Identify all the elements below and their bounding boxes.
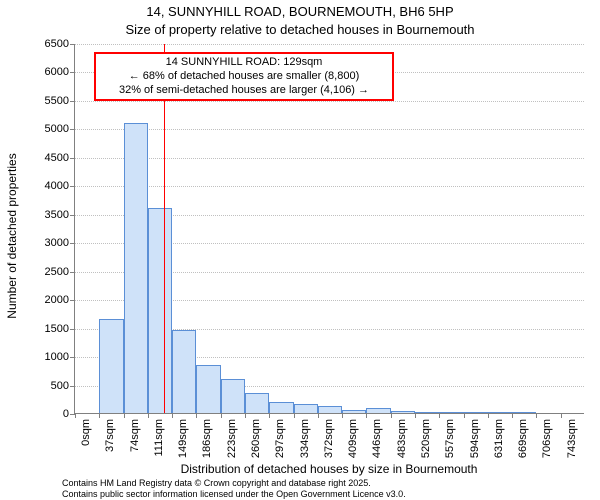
chart-title-line2: Size of property relative to detached ho… (0, 22, 600, 37)
xtick-mark (415, 413, 416, 418)
histogram-bar (294, 404, 318, 413)
ytick-label: 0 (63, 408, 75, 420)
xtick-mark (124, 413, 125, 418)
ytick-label: 500 (51, 380, 75, 392)
xtick-label: 334sqm (297, 419, 311, 458)
ytick-label: 2000 (45, 294, 75, 306)
xtick-label: 186sqm (199, 419, 213, 458)
xtick-mark (172, 413, 173, 418)
histogram-bar (318, 406, 342, 413)
xtick-label: 520sqm (418, 419, 432, 458)
xtick-label: 223sqm (224, 419, 238, 458)
annotation-line1: 14 SUNNYHILL ROAD: 129sqm (102, 56, 386, 70)
chart-title-line1: 14, SUNNYHILL ROAD, BOURNEMOUTH, BH6 5HP (0, 4, 600, 19)
ytick-label: 6000 (45, 66, 75, 78)
gridline-h (75, 158, 584, 159)
xtick-label: 111sqm (151, 419, 165, 457)
xtick-label: 372sqm (321, 419, 335, 458)
ytick-label: 3000 (45, 237, 75, 249)
xtick-label: 594sqm (467, 419, 481, 458)
ytick-label: 1500 (45, 323, 75, 335)
xtick-mark (99, 413, 100, 418)
gridline-h (75, 186, 584, 187)
ytick-label: 4500 (45, 152, 75, 164)
histogram-bar (512, 412, 536, 413)
xtick-mark (464, 413, 465, 418)
xtick-label: 483sqm (394, 419, 408, 458)
xtick-mark (512, 413, 513, 418)
histogram-bar (172, 330, 196, 413)
xtick-mark (488, 413, 489, 418)
xtick-mark (148, 413, 149, 418)
histogram-bar (148, 208, 172, 413)
xtick-label: 557sqm (442, 419, 456, 458)
ytick-label: 3500 (45, 209, 75, 221)
xtick-mark (342, 413, 343, 418)
annotation-line3: 32% of semi-detached houses are larger (… (102, 84, 386, 98)
ytick-label: 5000 (45, 123, 75, 135)
histogram-bar (391, 411, 415, 413)
xtick-mark (536, 413, 537, 418)
xtick-mark (75, 413, 76, 418)
xtick-label: 409sqm (345, 419, 359, 458)
footnote-line: Contains public sector information licen… (62, 489, 406, 499)
histogram-bar (245, 393, 269, 413)
xtick-label: 631sqm (491, 419, 505, 458)
histogram-bar (415, 412, 439, 413)
histogram-bar (366, 408, 390, 413)
xtick-mark (221, 413, 222, 418)
ytick-label: 2500 (45, 266, 75, 278)
xtick-mark (294, 413, 295, 418)
histogram-bar (269, 402, 293, 413)
annotation-line2: ← 68% of detached houses are smaller (8,… (102, 70, 386, 84)
xtick-mark (269, 413, 270, 418)
xtick-label: 297sqm (272, 419, 286, 458)
histogram-bar (124, 123, 148, 413)
histogram-bar (464, 412, 488, 413)
histogram-bar (488, 412, 512, 413)
x-axis-label: Distribution of detached houses by size … (74, 462, 584, 476)
histogram-bar (342, 410, 366, 413)
xtick-label: 260sqm (248, 419, 262, 458)
xtick-label: 669sqm (515, 419, 529, 458)
ytick-label: 4000 (45, 180, 75, 192)
xtick-mark (366, 413, 367, 418)
xtick-mark (245, 413, 246, 418)
histogram-bar (221, 379, 245, 413)
gridline-h (75, 44, 584, 45)
xtick-label: 743sqm (564, 419, 578, 458)
xtick-label: 446sqm (369, 419, 383, 458)
annotation-box: 14 SUNNYHILL ROAD: 129sqm← 68% of detach… (94, 52, 394, 101)
histogram-bar (439, 412, 463, 413)
footnote-line: Contains HM Land Registry data © Crown c… (62, 478, 371, 488)
y-axis-label: Number of detached properties (5, 51, 19, 421)
gridline-h (75, 129, 584, 130)
xtick-label: 706sqm (539, 419, 553, 458)
xtick-mark (318, 413, 319, 418)
histogram-bar (99, 319, 123, 413)
histogram-bar (196, 365, 220, 413)
xtick-mark (439, 413, 440, 418)
xtick-label: 74sqm (127, 419, 141, 452)
ytick-label: 5500 (45, 95, 75, 107)
xtick-label: 37sqm (102, 419, 116, 452)
xtick-mark (561, 413, 562, 418)
xtick-label: 0sqm (78, 419, 92, 446)
xtick-mark (196, 413, 197, 418)
ytick-label: 6500 (45, 38, 75, 50)
ytick-label: 1000 (45, 351, 75, 363)
xtick-label: 149sqm (175, 419, 189, 458)
xtick-mark (391, 413, 392, 418)
